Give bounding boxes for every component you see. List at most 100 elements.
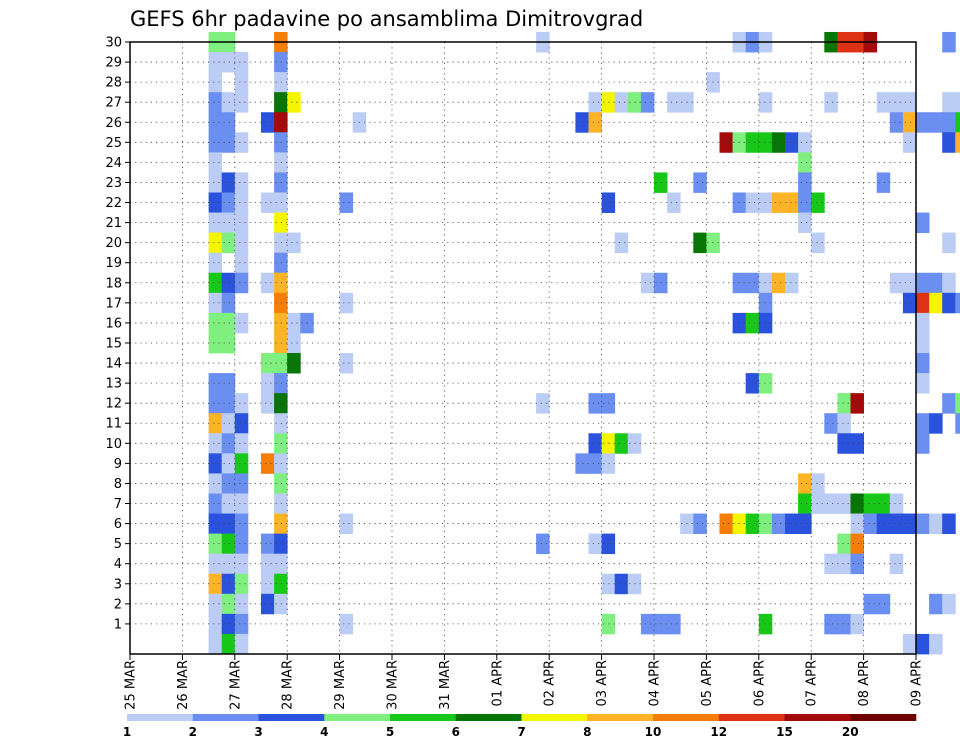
heatmap-cell <box>837 413 851 434</box>
chart-title: GEFS 6hr padavine po ansamblima Dimitrov… <box>130 7 643 31</box>
x-tick-label: 25 MAR <box>124 660 139 710</box>
heatmap-cell <box>798 192 812 213</box>
heatmap-cell <box>850 493 864 514</box>
heatmap-cell <box>208 413 223 434</box>
heatmap-cell <box>339 613 354 635</box>
heatmap-cell <box>824 92 838 113</box>
y-tick-label: 25 <box>105 136 122 151</box>
heatmap-cell <box>261 453 275 474</box>
heatmap-cell <box>234 72 249 93</box>
heatmap-cell <box>811 192 825 213</box>
heatmap-cell <box>601 192 616 213</box>
x-tick-label: 06 APR <box>752 660 767 706</box>
heatmap-cell <box>221 433 236 454</box>
heatmap-cell <box>811 232 825 254</box>
heatmap-cell <box>601 92 616 113</box>
heatmap-cell <box>234 52 249 73</box>
y-tick-label: 20 <box>105 236 122 251</box>
heatmap-cell <box>339 192 354 213</box>
heatmap-cell <box>824 413 838 434</box>
heatmap-cell <box>876 92 891 113</box>
y-tick-label: 16 <box>105 316 122 331</box>
heatmap-cell <box>929 292 943 314</box>
heatmap-cell <box>640 272 655 294</box>
y-tick-label: 9 <box>114 457 122 472</box>
x-tick-label: 29 MAR <box>333 660 348 710</box>
heatmap-cell <box>588 112 602 133</box>
heatmap-cell <box>221 132 236 153</box>
y-tick-label: 10 <box>105 437 122 452</box>
heatmap-cell <box>929 513 943 535</box>
heatmap-cell <box>745 312 760 334</box>
heatmap-cell <box>745 373 760 394</box>
heatmap-cells <box>208 31 960 655</box>
heatmap-cell <box>916 513 930 535</box>
colorbar-swatch <box>390 714 457 721</box>
heatmap-cell <box>234 92 249 113</box>
y-tick-label: 26 <box>105 116 122 131</box>
y-tick-label: 4 <box>114 557 122 572</box>
heatmap-cell <box>234 232 249 254</box>
heatmap-cell <box>221 373 236 394</box>
y-tick-label: 24 <box>105 156 122 171</box>
colorbar-swatch <box>784 714 851 721</box>
heatmap-cell <box>955 393 960 414</box>
heatmap-cell <box>221 292 236 314</box>
heatmap-cell <box>785 132 799 153</box>
heatmap-cell <box>837 493 851 514</box>
heatmap-cell <box>798 132 812 153</box>
heatmap-cell <box>942 292 956 314</box>
heatmap-cell <box>221 553 236 575</box>
heatmap-cell <box>902 513 917 535</box>
y-tick-label: 28 <box>105 76 122 91</box>
heatmap-cell <box>261 373 275 394</box>
heatmap-cell <box>208 393 223 414</box>
heatmap-cell <box>575 112 589 133</box>
heatmap-cell <box>719 513 733 535</box>
heatmap-cell <box>234 533 249 555</box>
y-tick-label: 21 <box>105 216 122 231</box>
colorbar-swatch <box>850 714 917 721</box>
heatmap-cell <box>942 513 956 535</box>
y-tick-label: 27 <box>105 96 122 111</box>
heatmap-cell <box>837 393 851 414</box>
heatmap-cell <box>667 192 681 213</box>
x-tick-label: 28 MAR <box>281 660 296 710</box>
y-tick-label: 11 <box>105 417 122 432</box>
heatmap-cell <box>601 393 616 414</box>
heatmap-cell <box>837 553 851 575</box>
heatmap-cell <box>234 573 249 595</box>
heatmap-cell <box>824 613 838 635</box>
heatmap-cell <box>208 252 223 274</box>
heatmap-cell <box>261 353 275 374</box>
heatmap-cell <box>955 132 960 153</box>
heatmap-cell <box>221 92 236 113</box>
heatmap-cell <box>221 172 236 193</box>
heatmap-cell <box>955 92 960 113</box>
heatmap-cell <box>850 533 864 555</box>
heatmap-cell <box>798 493 812 514</box>
heatmap-cell <box>850 613 864 635</box>
heatmap-cell <box>588 533 602 555</box>
heatmap-cell <box>745 132 760 153</box>
heatmap-cell <box>234 513 249 535</box>
heatmap-cell <box>929 413 943 434</box>
heatmap-cell <box>824 553 838 575</box>
y-tick-label: 18 <box>105 276 122 291</box>
heatmap-cell <box>916 433 930 454</box>
heatmap-cell <box>601 453 616 474</box>
heatmap-cell <box>261 573 275 595</box>
heatmap-cell <box>601 573 616 595</box>
colorbar: 1 2 3 4 5 6 7 8 10 12 15 20 <box>123 714 917 739</box>
heatmap-cell <box>287 332 301 354</box>
heatmap-cell <box>929 112 943 133</box>
heatmap-cell <box>208 172 223 193</box>
colorbar-label: 6 <box>452 725 460 739</box>
heatmap-cell <box>889 272 904 294</box>
heatmap-cell <box>208 92 223 113</box>
y-tick-label: 22 <box>105 196 122 211</box>
heatmap-cell <box>208 613 223 635</box>
colorbar-swatch <box>521 714 588 721</box>
heatmap-cell <box>221 312 236 334</box>
